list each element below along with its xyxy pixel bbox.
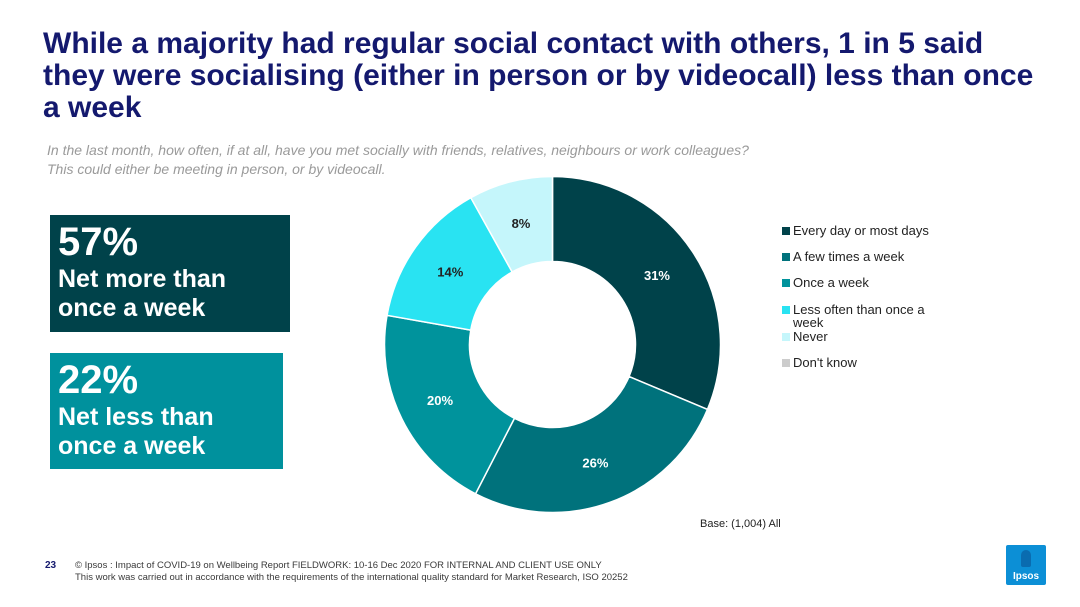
- legend-label: A few times a week: [793, 249, 905, 264]
- question-line-1: In the last month, how often, if at all,…: [47, 142, 749, 158]
- net-more-than-once-a-week-box: 57% Net more than once a week: [50, 215, 290, 332]
- logo-mark-icon: [1021, 550, 1031, 567]
- footer-text: © Ipsos : Impact of COVID-19 on Wellbein…: [75, 560, 775, 584]
- net-less-label-line-1: Net less than: [58, 403, 214, 431]
- slice-never: [469, 175, 554, 273]
- legend-item-don-t-know: Don't know: [782, 356, 943, 369]
- legend-item-less-often-than-once-a-week: Less often than once a week: [782, 303, 943, 329]
- net-less-percentage: 22%: [58, 358, 139, 402]
- legend-swatch: [782, 306, 790, 314]
- legend-swatch: [782, 279, 790, 287]
- question-line-2: This could either be meeting in person, …: [47, 161, 386, 177]
- data-label-never: 8%: [512, 216, 531, 231]
- data-label-less-often-than-once-a-week: 14%: [437, 265, 463, 280]
- slide-title: While a majority had regular social cont…: [43, 27, 1034, 124]
- survey-question: In the last month, how often, if at all,…: [47, 141, 867, 179]
- net-more-label-line-2: once a week: [58, 294, 206, 322]
- legend-swatch: [782, 227, 790, 235]
- base-note: Base: (1,004) All: [700, 518, 781, 530]
- footer-line-1: © Ipsos : Impact of COVID-19 on Wellbein…: [75, 560, 602, 571]
- slice-once-a-week: [383, 314, 516, 495]
- legend-label: Every day or most days: [793, 223, 929, 238]
- slice-a-few-times-a-week: [474, 375, 709, 514]
- legend-swatch: [782, 253, 790, 261]
- net-less-than-once-a-week-box: 22% Net less than once a week: [50, 353, 283, 469]
- legend-label: Less often than once a week: [793, 302, 925, 330]
- legend-item-a-few-times-a-week: A few times a week: [782, 250, 943, 263]
- page-number: 23: [45, 560, 57, 571]
- net-less-label-line-2: once a week: [58, 432, 206, 460]
- ipsos-logo: Ipsos: [1006, 545, 1046, 585]
- legend-item-never: Never: [782, 330, 943, 343]
- legend-item-every-day-or-most-days: Every day or most days: [782, 224, 943, 237]
- legend-label: Once a week: [793, 275, 869, 290]
- legend-item-once-a-week: Once a week: [782, 276, 943, 289]
- net-more-percentage: 57%: [58, 220, 139, 264]
- legend-swatch: [782, 359, 790, 367]
- net-more-label-line-1: Net more than: [58, 265, 227, 293]
- slice-every-day-or-most-days: [551, 175, 722, 411]
- legend-label: Don't know: [793, 355, 857, 370]
- data-label-a-few-times-a-week: 26%: [582, 455, 608, 470]
- data-label-once-a-week: 20%: [427, 393, 453, 408]
- legend-swatch: [782, 333, 790, 341]
- legend-label: Never: [793, 329, 828, 344]
- data-label-every-day-or-most-days: 31%: [644, 268, 670, 283]
- logo-text: Ipsos: [1012, 571, 1040, 582]
- footer-line-2: This work was carried out in accordance …: [75, 572, 628, 583]
- donut-chart: 31% 26% 20% 14% 8%: [383, 175, 722, 514]
